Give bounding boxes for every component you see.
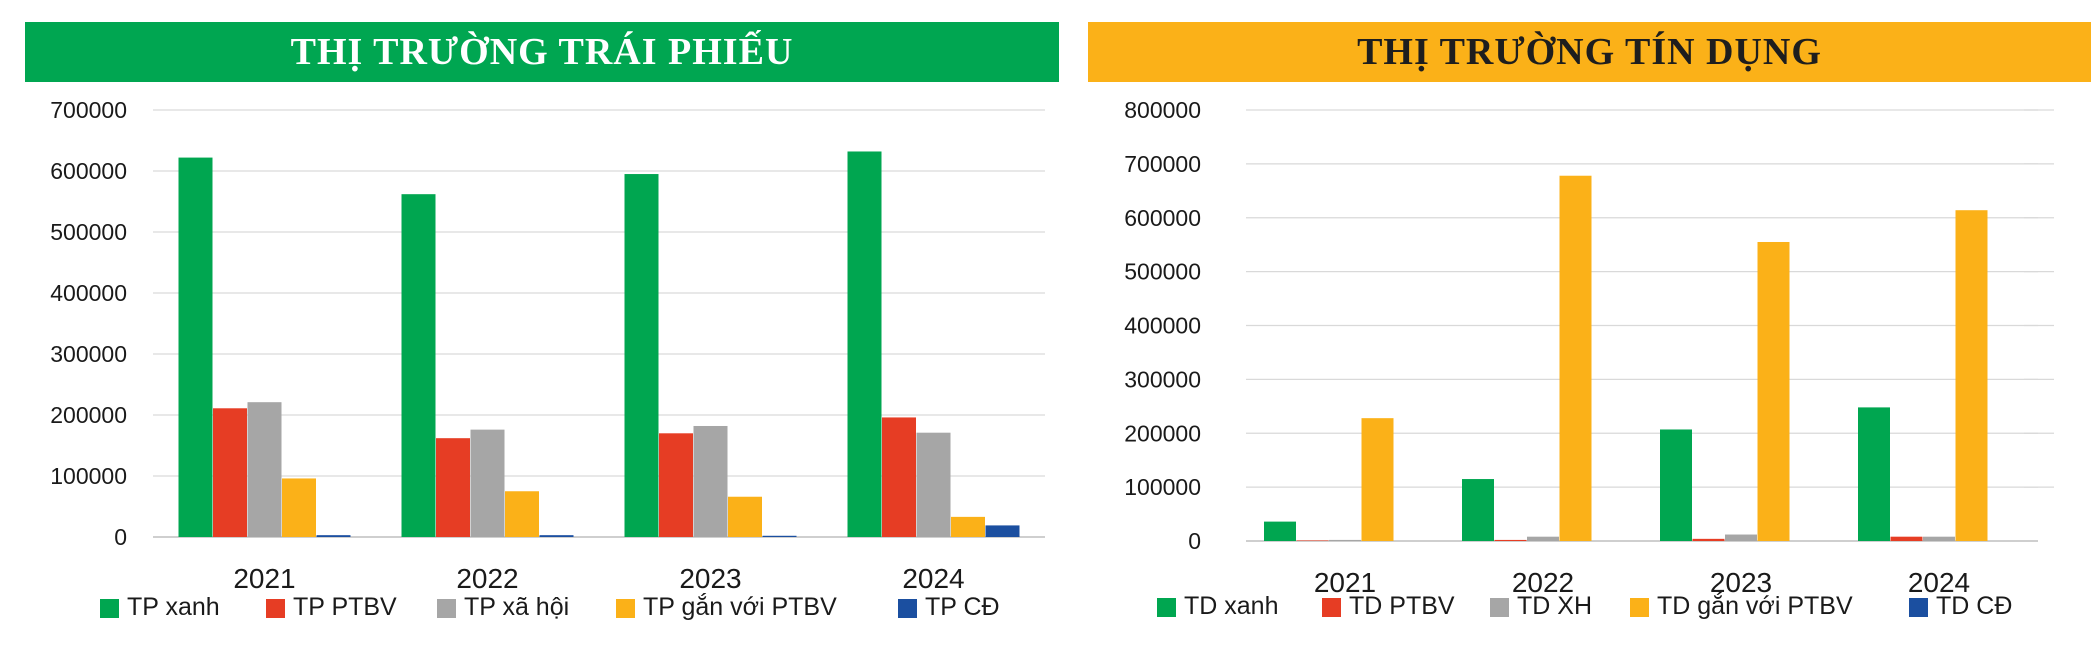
bar bbox=[882, 417, 916, 537]
x-category-label: 2023 bbox=[1710, 567, 1772, 598]
bar bbox=[1329, 539, 1361, 541]
legend-label: TD XH bbox=[1517, 592, 1592, 620]
bar bbox=[1361, 418, 1394, 541]
bar bbox=[1890, 536, 1923, 541]
y-tick-label: 500000 bbox=[50, 219, 127, 245]
bar bbox=[916, 432, 951, 537]
x-category-label: 2022 bbox=[1512, 567, 1574, 598]
bond-market-panel: THỊ TRƯỜNG TRÁI PHIẾU 0 100000 200000 30000… bbox=[25, 22, 1059, 621]
y-tick-label: 400000 bbox=[1124, 313, 1201, 339]
bar bbox=[401, 194, 436, 537]
bar bbox=[951, 516, 985, 537]
legend-swatch bbox=[1322, 598, 1341, 617]
credit-market-chart: 0 100000 200000 300000 400000 500000 600000 700… bbox=[1124, 97, 2054, 620]
bar bbox=[436, 438, 470, 537]
bar bbox=[1923, 536, 1955, 541]
bar bbox=[1757, 241, 1790, 541]
x-category-label: 2021 bbox=[233, 563, 295, 594]
bar bbox=[1955, 210, 1988, 541]
y-tick-label: 700000 bbox=[1124, 151, 1201, 177]
bar bbox=[178, 157, 213, 537]
legend-label: TD CĐ bbox=[1936, 592, 2012, 620]
bar bbox=[693, 425, 728, 537]
bar bbox=[1692, 538, 1725, 541]
y-tick-label: 600000 bbox=[50, 158, 127, 184]
y-tick-label: 0 bbox=[114, 524, 127, 550]
credit-market-panel: THỊ TRƯỜNG TÍN DỤNG 0 100000 200000 300000 4… bbox=[1070, 0, 2097, 663]
bar bbox=[1264, 521, 1296, 541]
bar bbox=[985, 525, 1020, 537]
x-category-label: 2021 bbox=[1314, 567, 1376, 598]
x-category-label: 2024 bbox=[1908, 567, 1970, 598]
bond-market-title: THỊ TRƯỜNG TRÁI PHIẾU bbox=[25, 22, 1059, 82]
legend-label: TD gắn với PTBV bbox=[1657, 591, 1853, 620]
x-category-label: 2022 bbox=[456, 563, 518, 594]
bar bbox=[1660, 429, 1692, 541]
y-tick-label: 300000 bbox=[1124, 366, 1201, 392]
y-tick-label: 200000 bbox=[50, 402, 127, 428]
y-tick-label: 0 bbox=[1188, 528, 1201, 554]
y-tick-label: 100000 bbox=[50, 463, 127, 489]
legend-label: TD xanh bbox=[1184, 592, 1278, 620]
y-tick-label: 400000 bbox=[50, 280, 127, 306]
legend-swatch bbox=[1909, 598, 1928, 617]
y-tick-label: 700000 bbox=[50, 97, 127, 123]
legend-swatch bbox=[898, 599, 917, 618]
legend-swatch bbox=[1630, 598, 1649, 617]
legend-label: TD PTBV bbox=[1349, 592, 1455, 620]
legend-swatch bbox=[266, 599, 285, 618]
bar bbox=[1462, 479, 1494, 541]
y-tick-label: 500000 bbox=[1124, 259, 1201, 285]
credit-market-title: THỊ TRƯỜNG TÍN DỤNG bbox=[1088, 22, 2091, 82]
bar bbox=[316, 535, 351, 537]
legend-swatch bbox=[437, 599, 456, 618]
legend-swatch bbox=[1157, 598, 1176, 617]
bar bbox=[1858, 407, 1890, 541]
legend-label: TP PTBV bbox=[293, 593, 397, 621]
legend-label: TP xã hội bbox=[464, 593, 569, 621]
x-category-label: 2023 bbox=[679, 563, 741, 594]
legend-swatch bbox=[616, 599, 635, 618]
bar bbox=[1494, 539, 1527, 541]
y-tick-label: 100000 bbox=[1124, 474, 1201, 500]
legend-label: TP CĐ bbox=[925, 593, 1000, 621]
bar bbox=[213, 408, 247, 537]
y-tick-label: 200000 bbox=[1124, 420, 1201, 446]
bar bbox=[1296, 540, 1329, 541]
x-category-label: 2024 bbox=[902, 563, 964, 594]
bar bbox=[1725, 534, 1757, 541]
bar bbox=[762, 535, 797, 537]
bar bbox=[1559, 175, 1592, 542]
y-tick-label: 800000 bbox=[1124, 97, 1201, 123]
bar bbox=[847, 151, 882, 538]
bond-market-chart: 0 100000 200000 300000 400000 500000 600000 700… bbox=[50, 97, 1045, 621]
bar bbox=[539, 535, 574, 537]
legend-swatch bbox=[1490, 598, 1509, 617]
bar bbox=[624, 174, 659, 538]
bar bbox=[282, 478, 316, 537]
legend-swatch bbox=[100, 599, 119, 618]
bar bbox=[247, 402, 282, 537]
bar bbox=[659, 433, 693, 537]
bar bbox=[1527, 536, 1559, 541]
bar bbox=[470, 429, 505, 537]
y-tick-label: 600000 bbox=[1124, 205, 1201, 231]
bar bbox=[728, 496, 762, 537]
bar bbox=[505, 491, 539, 537]
y-tick-label: 300000 bbox=[50, 341, 127, 367]
legend-label: TP gắn với PTBV bbox=[643, 592, 837, 621]
legend-label: TP xanh bbox=[127, 593, 220, 621]
